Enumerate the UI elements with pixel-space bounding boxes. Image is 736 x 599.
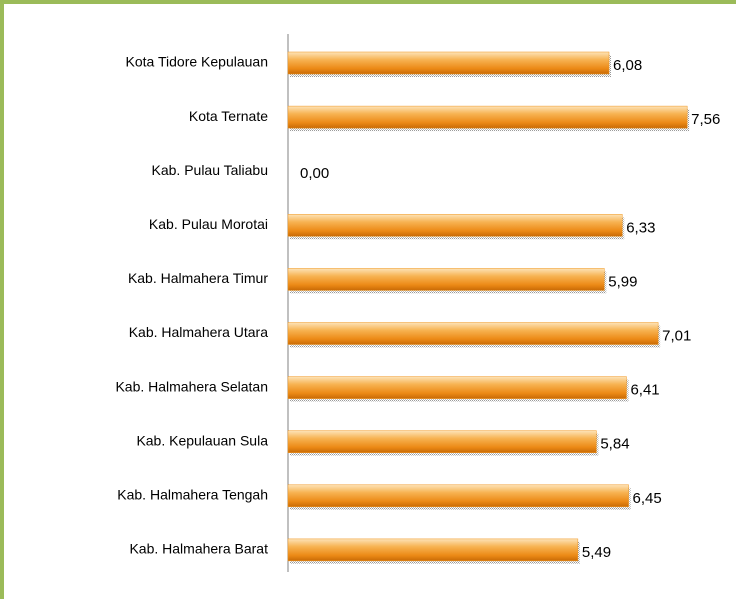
bar: [287, 538, 579, 562]
value-label: 5,84: [600, 436, 629, 453]
y-tick-label: Kab. Halmahera Timur: [128, 270, 268, 286]
bar: [287, 214, 623, 237]
bar: [287, 322, 659, 345]
value-label: 6,08: [613, 57, 642, 74]
bar: [287, 430, 597, 453]
y-tick-label: Kab. Kepulauan Sula: [136, 432, 268, 448]
bar: [287, 376, 627, 399]
value-label: 6,33: [626, 219, 655, 236]
value-label: 7,01: [662, 327, 691, 344]
y-tick-label: Kab. Halmahera Tengah: [117, 487, 268, 503]
value-label: 6,41: [630, 382, 659, 399]
value-label: 5,99: [608, 273, 637, 290]
y-tick-label: Kab. Halmahera Utara: [129, 324, 269, 340]
y-tick-label: Kab. Pulau Taliabu: [152, 162, 269, 178]
y-tick-label: Kota Tidore Kepulauan: [126, 54, 268, 70]
bar: [287, 484, 629, 508]
y-tick-label: Kota Ternate: [189, 108, 268, 124]
value-label: 6,45: [633, 490, 662, 507]
y-tick-label: Kab. Halmahera Barat: [129, 541, 268, 557]
y-tick-label: Kab. Pulau Morotai: [149, 216, 268, 232]
bar: [287, 268, 605, 291]
bar: [287, 51, 610, 75]
value-label: 5,49: [582, 544, 611, 561]
y-tick-label: Kab. Halmahera Selatan: [115, 378, 268, 394]
value-label: 7,56: [691, 111, 720, 128]
value-label: 0,00: [300, 165, 329, 182]
bar: [287, 105, 688, 129]
